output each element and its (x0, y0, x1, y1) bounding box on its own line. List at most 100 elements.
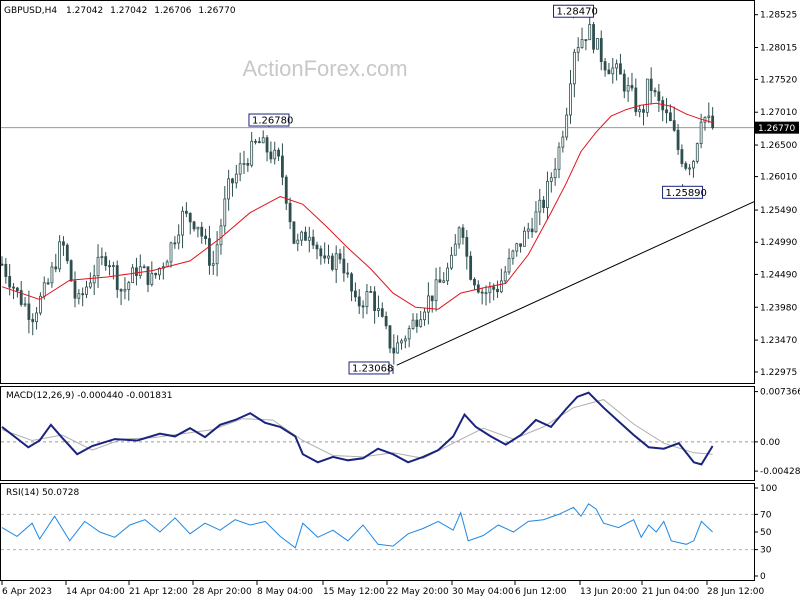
candle-body (204, 235, 207, 240)
price-panel (0, 0, 755, 384)
candle (46, 278, 50, 286)
macd-line (1, 391, 714, 466)
time-tick-label: 15 May 12:00 (323, 587, 385, 597)
candle-body (284, 176, 288, 204)
candle-body (692, 160, 695, 169)
candle-body (492, 286, 496, 290)
candle (173, 236, 177, 249)
candle (542, 195, 546, 214)
candle (695, 142, 699, 164)
time-tick-label: 28 Jun 12:00 (707, 587, 764, 597)
candle-body (549, 177, 553, 182)
candle-body (138, 266, 142, 276)
price-annotation: 1.28470 (553, 4, 598, 19)
candle (538, 188, 542, 226)
candle-body (219, 225, 223, 246)
candle (469, 251, 473, 281)
candle-body (208, 238, 211, 266)
candle (104, 252, 108, 271)
candle-body (288, 202, 292, 223)
candle (250, 132, 254, 168)
candle-body (338, 253, 342, 260)
candle (361, 300, 365, 319)
candle (561, 130, 565, 153)
candle-body (530, 228, 534, 233)
candle-body (615, 63, 619, 69)
candle (281, 143, 284, 186)
candle (622, 69, 626, 99)
candle (257, 137, 261, 144)
candle-body (553, 168, 557, 179)
candle-body (119, 289, 123, 292)
candle-body (350, 273, 353, 292)
candle-body (519, 243, 522, 247)
price-axis: 1.28525 1.28015 1.27520 1.27010 1.26500 1.260… (1, 11, 799, 378)
price-tick-label: 1.27520 (760, 75, 797, 85)
candle (327, 244, 330, 264)
candle-body (411, 319, 415, 329)
candle-body (15, 287, 19, 291)
candle (626, 77, 630, 102)
candle (265, 135, 269, 162)
candle-body (403, 338, 407, 342)
candle (242, 150, 246, 174)
candle (27, 290, 31, 334)
candle-body (300, 231, 304, 241)
candle (311, 229, 315, 250)
candle (446, 262, 449, 285)
candle (288, 197, 292, 230)
candle (62, 236, 65, 256)
candle (607, 62, 611, 75)
candle-body (384, 315, 388, 327)
candle (569, 69, 572, 124)
candle-body (307, 236, 311, 241)
rsi-tick-label: 30 (760, 546, 772, 556)
candle-body (35, 312, 38, 323)
candle (676, 124, 680, 155)
candle-body (680, 149, 684, 164)
candle (519, 243, 522, 253)
candle-body (215, 244, 219, 265)
candle (138, 254, 142, 279)
candle (338, 248, 342, 264)
candle (688, 164, 691, 176)
candle-body (480, 291, 484, 294)
candle (430, 295, 434, 313)
candle (426, 282, 430, 325)
candle-body (173, 242, 177, 245)
candle-body (665, 109, 668, 114)
candle (4, 258, 8, 284)
macd-panel (0, 386, 755, 481)
candle (69, 259, 73, 282)
candle-body (177, 234, 181, 244)
candle (672, 106, 676, 132)
rsi-line (1, 503, 713, 549)
candle-body (546, 180, 549, 208)
candle (154, 272, 158, 279)
candle (342, 246, 346, 282)
candle (580, 27, 584, 49)
candle-body (250, 140, 254, 166)
candle-body (50, 266, 54, 284)
candle (380, 302, 384, 318)
candle (350, 272, 353, 302)
candle (576, 37, 580, 62)
candle (588, 15, 592, 41)
candle (503, 266, 507, 285)
candle (119, 288, 123, 306)
candle-body (415, 319, 419, 327)
candle (457, 226, 461, 249)
candle-body (142, 266, 146, 269)
rsi-tick-label: 70 (760, 510, 772, 520)
candle (31, 313, 35, 336)
candle-body (630, 85, 634, 89)
rsi-panel (0, 483, 755, 581)
candle (77, 289, 81, 305)
candle (415, 313, 419, 333)
candle-body (457, 227, 461, 245)
candle-body (261, 137, 265, 144)
candle (557, 142, 561, 179)
candle (238, 152, 242, 182)
annotation-label: 1.25890 (666, 188, 707, 199)
candle (523, 226, 526, 247)
